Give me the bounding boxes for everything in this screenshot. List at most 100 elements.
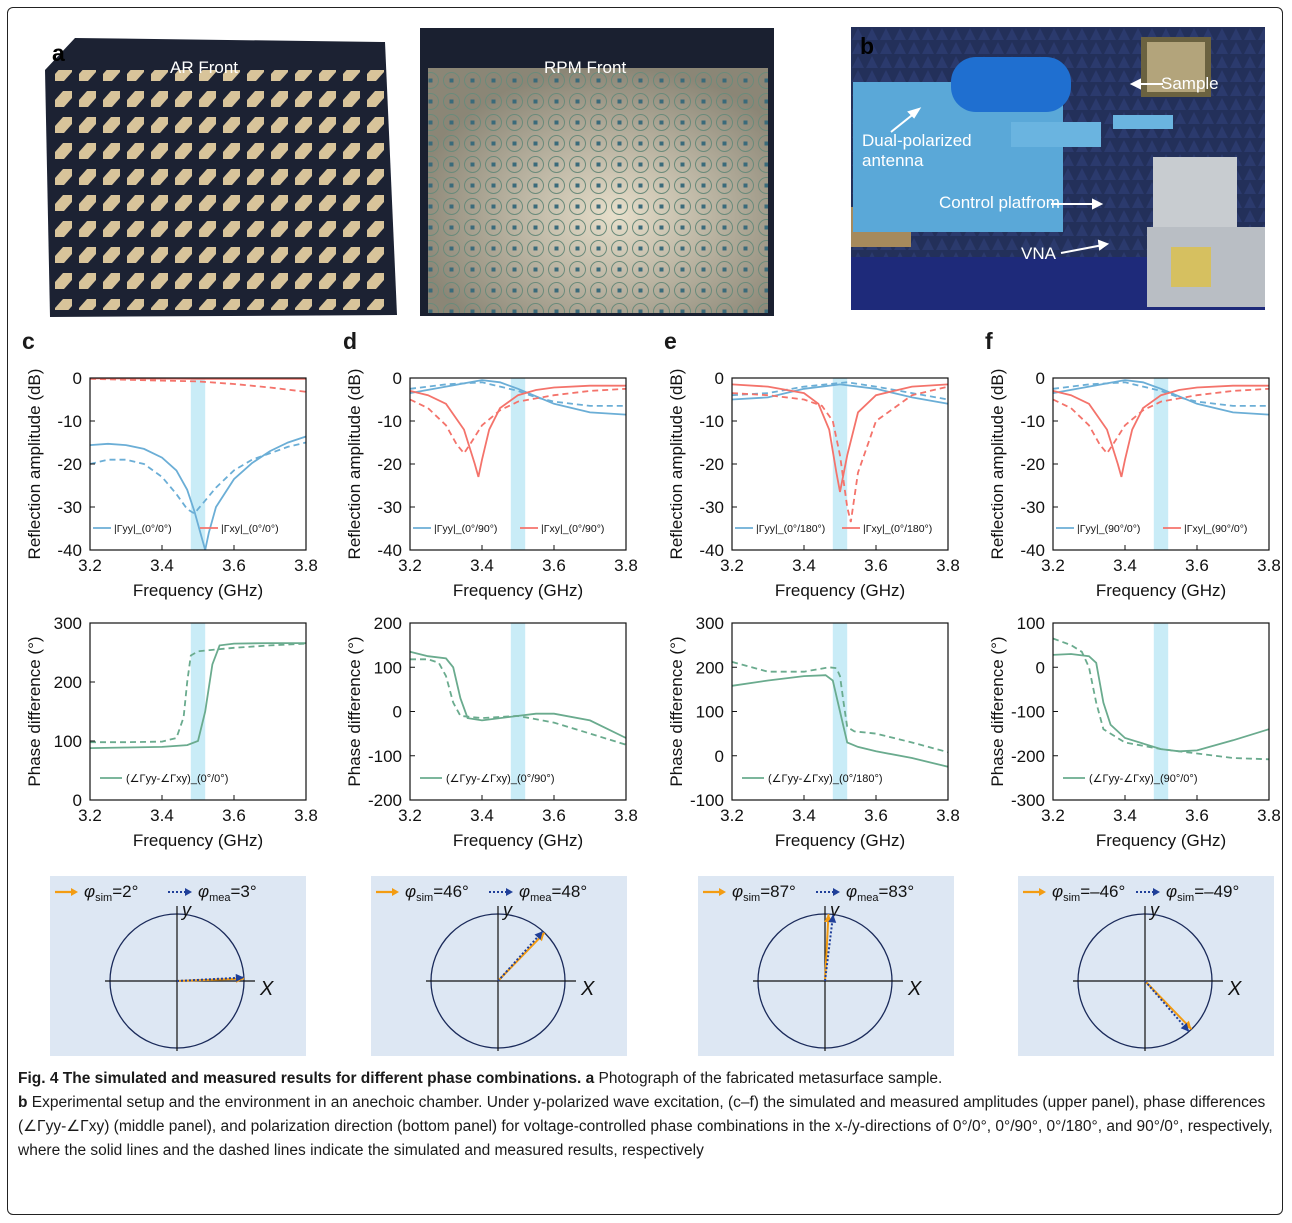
chart-f-amplitude-legend-label: |Γxy|_(90°/0°) (1184, 523, 1247, 535)
chart-c-amplitude-legend-label: |Γyy|_(0°/0°) (114, 523, 172, 535)
polar-f-x-letter: X (1227, 978, 1242, 1000)
chart-c-amplitude-ytick-label: -30 (57, 498, 82, 517)
chart-d-amplitude-ytick-label: 0 (393, 369, 402, 388)
chart-c-phase-xlabel: Frequency (GHz) (133, 831, 263, 850)
panel-letter-c: c (22, 328, 35, 354)
chart-f-amplitude-ytick-label: 0 (1036, 369, 1045, 388)
chart-c-phase-xtick-label: 3.2 (78, 806, 102, 825)
chart-c-amplitude-series-yy-sim (89, 435, 307, 551)
polar-d-background (371, 876, 627, 1056)
chart-e-amplitude-xtick-label: 3.6 (864, 556, 888, 575)
polar-c-mea-arrow (176, 976, 244, 982)
polar-e-legend-mea-arrowhead (833, 888, 840, 896)
polar-d-y-letter: y (501, 900, 513, 920)
polar-c-legend-sim-arrowhead (71, 888, 78, 896)
polar-d-mea-label: φmea=48° (519, 882, 587, 904)
chart-d-phase-ytick-label: -100 (368, 747, 402, 766)
figure-frame (7, 7, 1283, 1215)
chart-e-phase-ytick-label: 100 (696, 703, 724, 722)
chart-d-phase-xtick-label: 3.8 (614, 806, 638, 825)
polar-f-sim-arrow-head (1183, 1020, 1192, 1030)
polar-d-mea-arrow (497, 930, 544, 982)
chart-f-amplitude-ytick-label: -10 (1020, 412, 1045, 431)
chart-e-phase-series-mea (731, 661, 949, 754)
chart-c-phase-series-sim (89, 642, 306, 749)
chart-d-phase-ytick-label: -200 (368, 791, 402, 810)
chart-e-phase-xlabel: Frequency (GHz) (775, 831, 905, 850)
chart-f-phase-xlabel: Frequency (GHz) (1096, 831, 1226, 850)
chart-d-phase-xtick-label: 3.6 (542, 806, 566, 825)
ar-front-label: AR Front (170, 58, 239, 77)
polar-e-mea-arrow-head (828, 914, 837, 923)
chart-d-amplitude-xtick-label: 3.8 (614, 556, 638, 575)
chart-f-phase-ytick-label: 0 (1036, 658, 1045, 677)
chart-f-amplitude-ytick-label: -20 (1020, 455, 1045, 474)
polar-c-mea-arrow-head (235, 973, 244, 982)
polar-d-sim-label: φsim=46° (405, 882, 469, 904)
chart-f-phase-xtick-label: 3.4 (1113, 806, 1137, 825)
chart-f-amplitude-xlabel: Frequency (GHz) (1096, 581, 1226, 600)
polar-f-mea-arrow-head (1180, 1022, 1189, 1032)
chart-f-phase-xtick-label: 3.6 (1185, 806, 1209, 825)
chart-e-amplitude-ytick-label: -30 (699, 498, 724, 517)
chart-d-phase-ytick-label: 0 (393, 703, 402, 722)
chart-f-phase-ylabel: Phase difference (°) (988, 636, 1007, 786)
chart-c-amplitude-xtick-label: 3.8 (294, 556, 318, 575)
chart-f-amplitude-xtick-label: 3.4 (1113, 556, 1137, 575)
chart-e-amplitude-xtick-label: 3.8 (936, 556, 960, 575)
polar-d-sim-arrow (497, 932, 546, 982)
polar-c-x-letter: X (259, 978, 274, 1000)
antenna-label-line2: antenna (862, 151, 924, 170)
chart-e-phase-ytick-label: -100 (690, 791, 724, 810)
chart-d-amplitude-series-yy-mea (409, 381, 626, 407)
chart-f-phase-series-mea (1052, 637, 1270, 761)
chart-e-amplitude-ylabel: Reflection amplitude (dB) (667, 369, 686, 560)
chart-c-phase-xtick-label: 3.6 (222, 806, 246, 825)
chart-c-phase-series-mea (90, 642, 307, 744)
chart-e-phase-ytick-label: 0 (715, 747, 724, 766)
polar-e-mea-label: φmea=83° (846, 882, 914, 904)
chart-d-phase-xtick-label: 3.2 (398, 806, 422, 825)
panel-letter-a: a (52, 40, 65, 66)
chart-f-phase-series-sim (1052, 653, 1270, 753)
vna-label: VNA (1021, 244, 1056, 263)
chart-c-phase-ytick-label: 200 (54, 673, 82, 692)
chart-f-amplitude-series-yy-sim (1052, 379, 1270, 416)
rpm-front-label: RPM Front (544, 58, 627, 77)
chart-c-phase-xtick-label: 3.4 (150, 806, 174, 825)
panel-letter-f: f (985, 328, 993, 354)
chart-c-amplitude-ytick-label: 0 (73, 369, 82, 388)
chart-d-phase-ytick-label: 100 (374, 658, 402, 677)
chart-e-amplitude-legend-label: |Γyy|_(0°/180°) (756, 523, 825, 535)
chart-d-amplitude-xtick-label: 3.6 (542, 556, 566, 575)
chart-d-amplitude-legend-label: |Γyy|_(0°/90°) (434, 523, 497, 535)
chart-e-phase-xtick-label: 3.8 (936, 806, 960, 825)
chart-d-phase-series-sim (409, 650, 627, 739)
polar-f-legend-sim-arrowhead (1039, 888, 1046, 896)
charts-layer: 3.2 3.4 3.6 3.8 0 -10 -20 -30 -40 Frequency (GHz)… (25, 369, 1281, 1056)
chart-c-phase-frame (89, 622, 307, 801)
chart-e-amplitude-legend-label: |Γxy|_(0°/180°) (863, 523, 932, 535)
polar-f-mea-arrow (1144, 980, 1190, 1033)
chart-d-amplitude-xtick-label: 3.4 (470, 556, 494, 575)
chart-c-amplitude-legend-label: |Γxy|_(0°/0°) (221, 523, 279, 535)
chart-c-phase-ytick-label: 0 (73, 791, 82, 810)
chart-c-amplitude-ytick-label: -20 (57, 455, 82, 474)
chart-d-amplitude-band (510, 378, 526, 550)
chart-e-amplitude-xtick-label: 3.2 (720, 556, 744, 575)
chart-f-phase-legend-label: (∠Γyy-∠Γxy)_(90°/0°) (1089, 773, 1197, 785)
chart-d-phase-band (510, 623, 526, 800)
polar-f-sim-label: φsim=–46° (1052, 882, 1125, 904)
chart-d-amplitude-ytick-label: -20 (377, 455, 402, 474)
chart-e-amplitude-series-yy-sim (731, 383, 949, 405)
chart-e-phase-series-sim (731, 674, 949, 768)
chart-d-amplitude-series-yy-sim (409, 379, 627, 416)
chart-f-amplitude-ylabel: Reflection amplitude (dB) (988, 369, 1007, 560)
chart-f-amplitude-series-yy-mea (1052, 381, 1269, 407)
polar-f-y-letter: y (1148, 900, 1160, 920)
caption-a-text: Photograph of the fabricated metasurface… (594, 1070, 943, 1087)
polar-e-legend-sim-arrowhead (719, 888, 726, 896)
chart-f-amplitude-ytick-label: -40 (1020, 541, 1045, 560)
chart-d-amplitude-series-xy-sim (409, 384, 626, 478)
chart-f-amplitude-legend-label: |Γyy|_(90°/0°) (1077, 523, 1140, 535)
